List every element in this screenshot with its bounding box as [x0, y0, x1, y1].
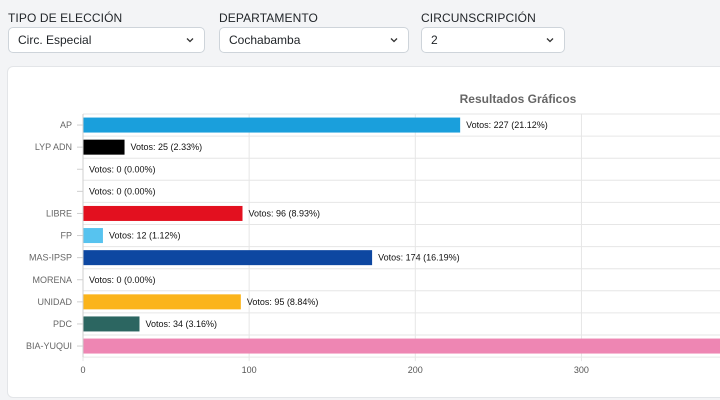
category-label: AP — [60, 120, 72, 130]
filter-label-tipo-eleccion: TIPO DE ELECCIÓN — [8, 11, 123, 25]
category-label: UNIDAD — [37, 297, 72, 307]
data-label: Votos: 227 (21.12%) — [466, 120, 548, 130]
category-label: LIBRE — [46, 208, 72, 218]
data-label: Votos: 174 (16.19%) — [378, 253, 460, 263]
filter-label-circunscripcion: CIRCUNSCRIPCIÓN — [421, 11, 536, 25]
x-tick-label: 300 — [574, 365, 589, 375]
circunscripcion-value: 2 — [431, 33, 438, 47]
bar[interactable] — [83, 316, 140, 332]
data-label: Votos: 95 (8.84%) — [247, 297, 319, 307]
bar[interactable] — [83, 205, 243, 221]
departamento-select[interactable]: Cochabamba — [219, 27, 409, 53]
data-label: Votos: 0 (0.00%) — [89, 164, 156, 174]
x-tick-label: 0 — [80, 365, 85, 375]
data-label: Votos: 0 (0.00%) — [89, 186, 156, 196]
bar[interactable] — [83, 228, 103, 244]
chart-title: Resultados Gráficos — [460, 92, 577, 106]
departamento-value: Cochabamba — [229, 33, 301, 47]
category-label: MAS-IPSP — [29, 253, 72, 263]
x-tick-label: 100 — [242, 365, 257, 375]
x-tick-label: 200 — [408, 365, 423, 375]
data-label: Votos: 96 (8.93%) — [249, 208, 321, 218]
data-label: Votos: 25 (2.33%) — [131, 142, 203, 152]
data-label: Votos: 12 (1.12%) — [109, 231, 181, 241]
bar[interactable] — [83, 338, 720, 354]
category-label: FP — [60, 231, 72, 241]
data-label: Votos: 0 (0.00%) — [89, 275, 156, 285]
category-label: MORENA — [32, 275, 72, 285]
bar[interactable] — [83, 139, 125, 155]
tipo-eleccion-value: Circ. Especial — [18, 33, 92, 47]
chevron-down-icon — [390, 38, 398, 43]
circunscripcion-select[interactable]: 2 — [421, 27, 565, 53]
bar[interactable] — [83, 117, 461, 133]
tipo-eleccion-select[interactable]: Circ. Especial — [8, 27, 205, 53]
filter-label-departamento: DEPARTAMENTO — [219, 11, 318, 25]
chevron-down-icon — [546, 38, 554, 43]
category-label: PDC — [53, 319, 73, 329]
data-label: Votos: 34 (3.16%) — [145, 319, 217, 329]
bar[interactable] — [83, 294, 241, 310]
bar[interactable] — [83, 250, 373, 266]
chevron-down-icon — [186, 38, 194, 43]
category-label: BIA-YUQUI — [26, 341, 72, 351]
category-label: LYP ADN — [35, 142, 72, 152]
